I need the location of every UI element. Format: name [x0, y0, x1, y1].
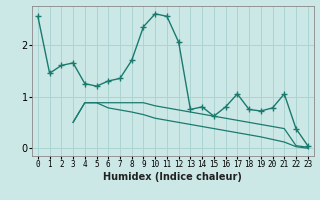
- X-axis label: Humidex (Indice chaleur): Humidex (Indice chaleur): [103, 172, 242, 182]
